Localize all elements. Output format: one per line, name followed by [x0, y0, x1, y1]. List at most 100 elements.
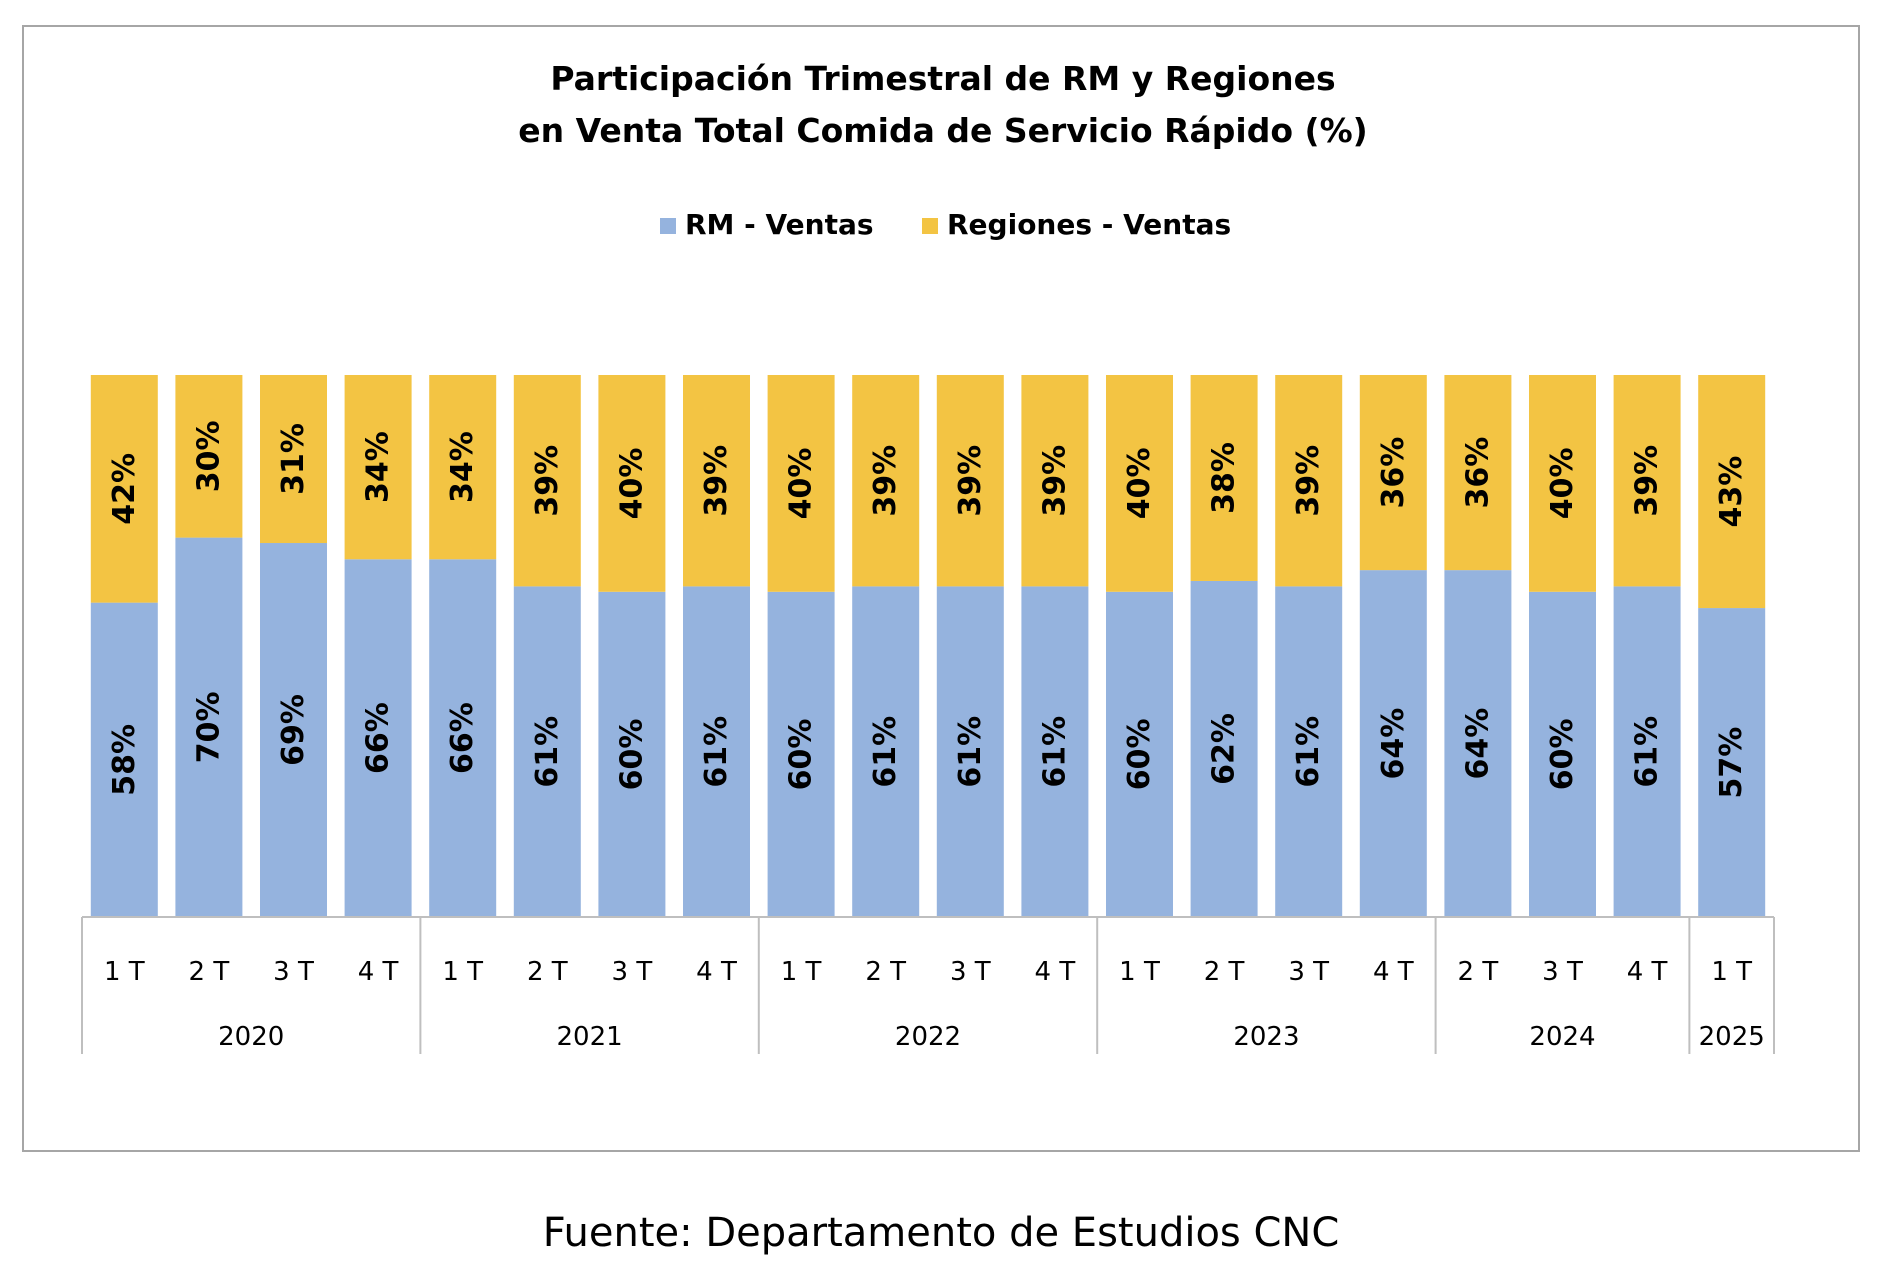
x-group-label: 2025 [1699, 1022, 1765, 1052]
data-label-regiones: 39% [1630, 445, 1665, 517]
bar-rm-ventas [513, 586, 581, 917]
bar-rm-ventas [260, 543, 327, 917]
bar-rm-ventas [429, 559, 497, 917]
data-label-regiones: 36% [1376, 437, 1411, 509]
bar-rm-ventas [1444, 570, 1512, 917]
x-tick-label: 2 T [527, 957, 568, 987]
bar-regiones-ventas [1359, 375, 1427, 571]
bar-rm-ventas [1359, 570, 1427, 917]
bar-regiones-ventas [260, 375, 327, 544]
x-tick-label: 2 T [189, 957, 230, 987]
x-tick-label: 1 T [781, 957, 822, 987]
bar-regiones-ventas [1444, 375, 1512, 571]
bar-regiones-ventas [1698, 375, 1766, 609]
bar-regiones-ventas [598, 375, 666, 592]
data-label-rm: 66% [445, 702, 480, 774]
data-label-regiones: 39% [530, 445, 565, 517]
x-tick-label: 4 T [1035, 957, 1076, 987]
bar-regiones-ventas [1021, 375, 1089, 587]
data-label-rm: 61% [699, 716, 734, 788]
data-label-regiones: 40% [1545, 447, 1580, 519]
x-tick-label: 4 T [358, 957, 399, 987]
bar-regiones-ventas [90, 375, 158, 603]
bar-regiones-ventas [429, 375, 497, 560]
bar-rm-ventas [936, 586, 1004, 917]
chart-title-line: Participación Trimestral de RM y Regione… [550, 59, 1335, 98]
bar-regiones-ventas [513, 375, 581, 587]
x-tick-label: 4 T [1627, 957, 1668, 987]
data-label-rm: 60% [614, 718, 649, 790]
data-label-regiones: 40% [1122, 447, 1157, 519]
bar-rm-ventas [1021, 586, 1089, 917]
x-tick-label: 4 T [696, 957, 737, 987]
bar-rm-ventas [1613, 586, 1681, 917]
data-label-regiones: 39% [1037, 445, 1072, 517]
data-label-rm: 69% [276, 694, 311, 766]
data-label-regiones: 39% [1291, 445, 1326, 517]
bar-regiones-ventas [344, 375, 412, 560]
bar-rm-ventas [852, 586, 920, 917]
bar-regiones-ventas [767, 375, 835, 592]
bar-rm-ventas [1275, 586, 1343, 917]
data-label-rm: 66% [361, 702, 396, 774]
data-label-regiones: 31% [276, 423, 311, 495]
data-label-rm: 61% [530, 716, 565, 788]
bar-rm-ventas [767, 591, 835, 917]
data-label-rm: 61% [953, 716, 988, 788]
data-label-rm: 70% [191, 691, 226, 763]
chart-title-line: en Venta Total Comida de Servicio Rápido… [518, 111, 1368, 150]
bar-rm-ventas [90, 602, 158, 917]
data-label-rm: 61% [1630, 716, 1665, 788]
bar-regiones-ventas [1106, 375, 1173, 592]
legend-label: Regiones - Ventas [947, 208, 1231, 241]
bar-rm-ventas [1529, 591, 1596, 917]
bar-regiones-ventas [1190, 375, 1258, 581]
bar-rm-ventas [1190, 580, 1258, 917]
x-group-label: 2024 [1529, 1022, 1595, 1052]
bar-rm-ventas [598, 591, 666, 917]
x-tick-label: 4 T [1373, 957, 1414, 987]
data-label-regiones: 40% [614, 447, 649, 519]
bar-regiones-ventas [1275, 375, 1343, 587]
data-label-rm: 60% [1122, 718, 1157, 790]
x-tick-label: 3 T [1288, 957, 1329, 987]
x-tick-label: 1 T [104, 957, 145, 987]
x-group-label: 2020 [218, 1022, 284, 1052]
x-tick-label: 2 T [1204, 957, 1245, 987]
data-label-regiones: 39% [953, 445, 988, 517]
data-label-regiones: 36% [1460, 437, 1495, 509]
stacked-bar-chart: Participación Trimestral de RM y Regione… [81, 59, 1775, 1054]
x-tick-label: 3 T [950, 957, 991, 987]
bar-regiones-ventas [175, 375, 243, 538]
x-tick-label: 3 T [612, 957, 653, 987]
x-tick-label: 1 T [1119, 957, 1160, 987]
legend-swatch [660, 218, 676, 234]
x-group-label: 2023 [1233, 1022, 1299, 1052]
data-label-regiones: 39% [868, 445, 903, 517]
bar-regiones-ventas [1613, 375, 1681, 587]
bar-rm-ventas [683, 586, 750, 917]
chart-frame: Participación Trimestral de RM y Regione… [22, 25, 1860, 1152]
bar-rm-ventas [344, 559, 412, 917]
bar-rm-ventas [175, 537, 243, 917]
data-label-regiones: 43% [1714, 456, 1749, 528]
x-tick-label: 2 T [865, 957, 906, 987]
data-label-rm: 57% [1714, 727, 1749, 799]
bar-rm-ventas [1698, 608, 1766, 917]
data-label-rm: 61% [868, 716, 903, 788]
data-label-regiones: 34% [361, 431, 396, 503]
legend-label: RM - Ventas [685, 208, 874, 241]
x-tick-label: 1 T [442, 957, 483, 987]
bar-regiones-ventas [683, 375, 750, 587]
data-label-rm: 61% [1291, 716, 1326, 788]
data-label-rm: 58% [107, 724, 142, 796]
data-label-regiones: 34% [445, 431, 480, 503]
data-label-rm: 60% [784, 718, 819, 790]
x-tick-label: 2 T [1458, 957, 1499, 987]
source-note: Fuente: Departamento de Estudios CNC [542, 1210, 1340, 1256]
data-label-regiones: 38% [1207, 442, 1242, 514]
data-label-regiones: 39% [699, 445, 734, 517]
bar-regiones-ventas [852, 375, 920, 587]
x-tick-label: 1 T [1711, 957, 1752, 987]
data-label-regiones: 40% [784, 447, 819, 519]
